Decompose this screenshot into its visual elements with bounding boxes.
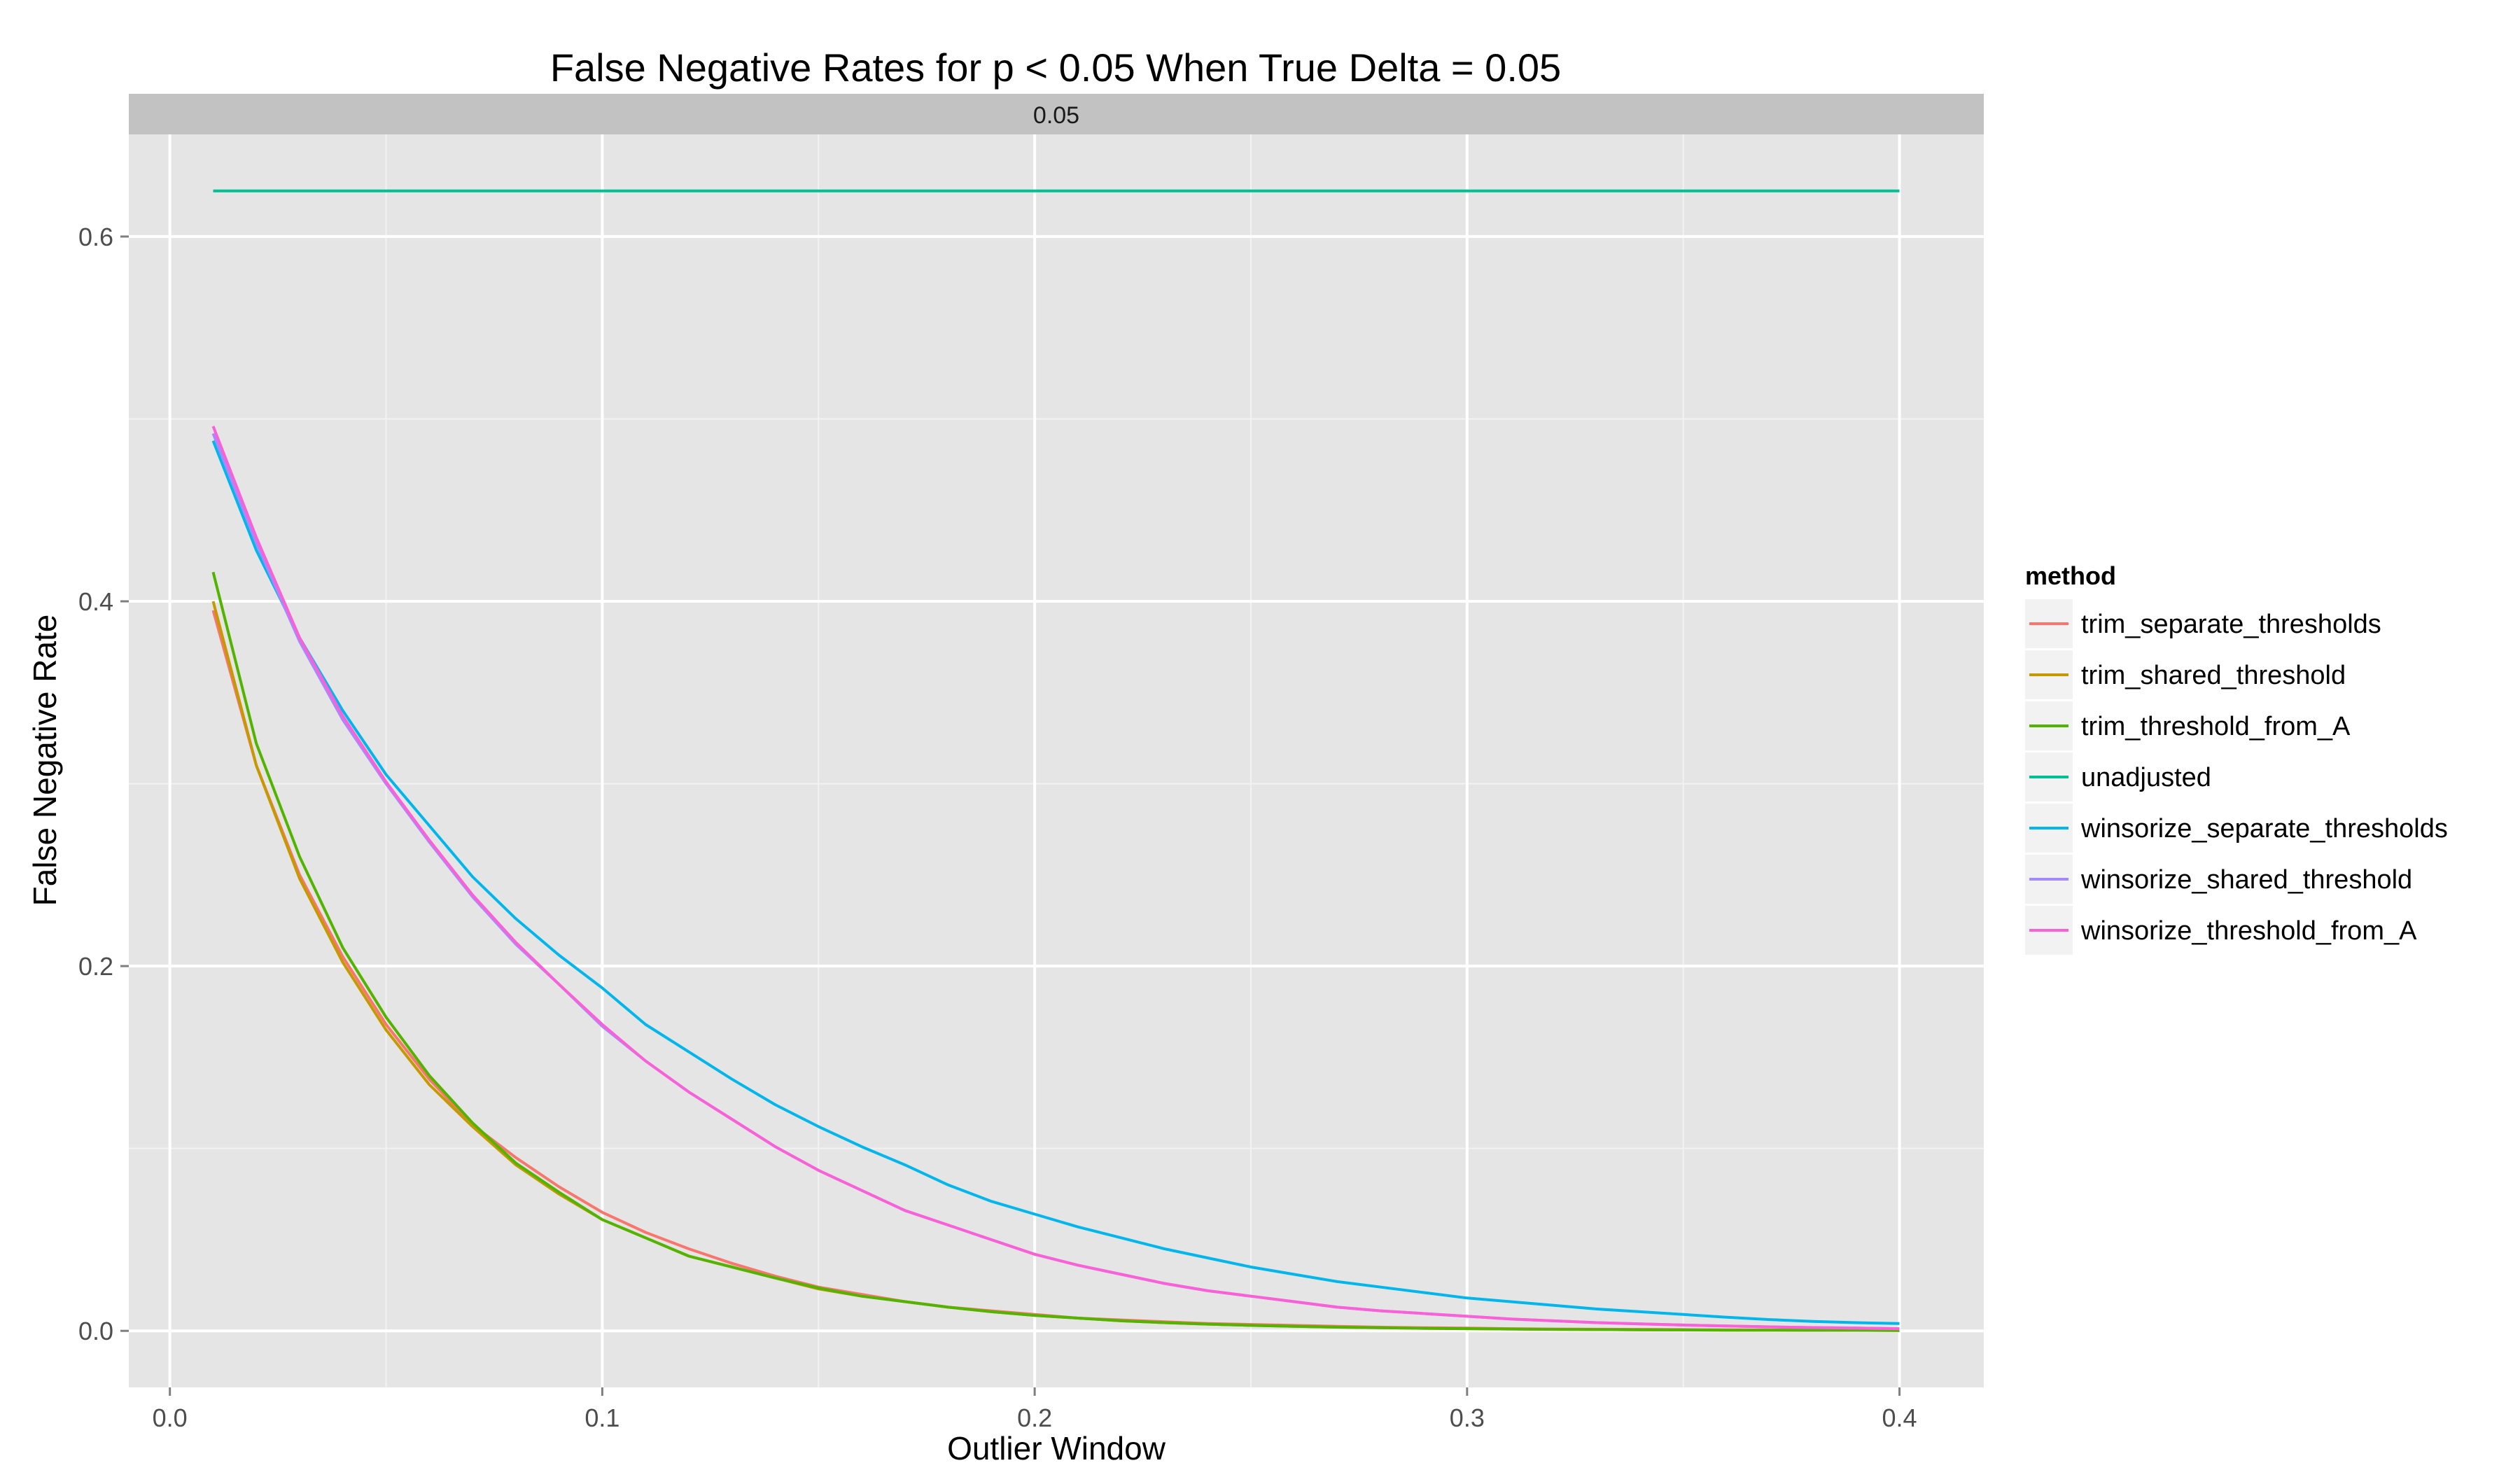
x-tick-label: 0.2: [1017, 1404, 1052, 1432]
minor-gridlines: [129, 134, 1984, 1387]
major-gridlines: [129, 134, 1984, 1387]
series-line-winsorize-threshold-from-A: [211, 426, 1900, 1331]
legend-label: winsorize_threshold_from_A: [2080, 916, 2417, 946]
x-tick-label: 0.0: [153, 1404, 188, 1432]
legend-label: trim_separate_thresholds: [2081, 610, 2381, 639]
series-lines: [211, 189, 1900, 1332]
x-tick-label: 0.3: [1450, 1404, 1485, 1432]
legend-title: method: [2025, 561, 2116, 590]
x-axis: 0.0 0.1 0.2 0.3 0.4: [153, 1387, 1917, 1432]
y-tick-label: 0.4: [78, 587, 113, 616]
series-line-winsorize-separate-thresholds: [211, 440, 1900, 1325]
chart-title: False Negative Rates for p < 0.05 When T…: [550, 46, 1561, 90]
legend-label: winsorize_shared_threshold: [2080, 865, 2412, 895]
series-line-trim-threshold-from-A: [211, 571, 1900, 1332]
legend-label: winsorize_separate_thresholds: [2080, 814, 2448, 844]
legend: method trim_separate_thresholds trim_shar…: [2025, 561, 2448, 955]
facet-strip-label: 0.05: [1033, 102, 1079, 129]
legend-items: trim_separate_thresholds trim_shared_thre…: [2025, 599, 2448, 955]
y-axis: 0.0 0.2 0.4 0.6: [78, 223, 129, 1345]
y-tick-label: 0.2: [78, 952, 113, 981]
y-tick-label: 0.6: [78, 223, 113, 251]
x-axis-title: Outlier Window: [947, 1430, 1166, 1466]
legend-label: unadjusted: [2081, 763, 2211, 792]
y-tick-label: 0.0: [78, 1317, 113, 1345]
plot-panel: [129, 134, 1984, 1387]
facet-strip: [129, 94, 1984, 134]
x-tick-label: 0.1: [584, 1404, 620, 1432]
legend-label: trim_shared_threshold: [2081, 661, 2346, 690]
y-axis-title: False Negative Rate: [27, 615, 63, 906]
legend-label: trim_threshold_from_A: [2081, 712, 2351, 741]
x-tick-label: 0.4: [1882, 1404, 1917, 1432]
